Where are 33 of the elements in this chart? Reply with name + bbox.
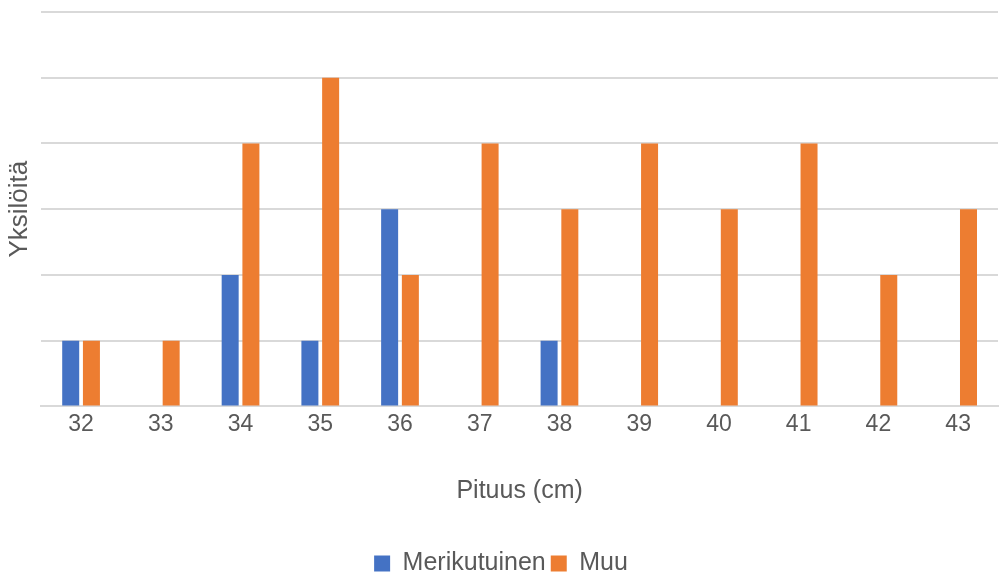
bar — [401, 274, 419, 406]
bar — [381, 209, 399, 406]
x-tick-label: 41 — [785, 409, 812, 436]
bar — [540, 340, 558, 406]
x-tick-label: 39 — [626, 409, 652, 436]
x-tick-label: 34 — [227, 409, 254, 436]
x-tick-label: 35 — [307, 409, 334, 436]
bar — [221, 274, 239, 406]
legend-label: Merikutuinen — [402, 547, 546, 576]
x-tick-label: 43 — [945, 409, 971, 436]
bar — [62, 340, 80, 406]
bar — [641, 143, 659, 406]
y-axis-title: Yksilöitä — [2, 160, 33, 258]
bar — [242, 143, 260, 406]
bar — [800, 143, 818, 406]
bar — [481, 143, 499, 406]
x-tick-label: 33 — [148, 409, 174, 436]
bar — [162, 340, 180, 406]
bar — [322, 77, 340, 406]
bar — [880, 274, 898, 406]
x-axis-title: Pituus (cm) — [456, 474, 583, 503]
legend-label: Muu — [579, 547, 628, 576]
x-tick-label: 40 — [706, 409, 732, 436]
bar — [301, 340, 319, 406]
bar — [82, 340, 100, 406]
x-tick-label: 42 — [865, 409, 892, 436]
x-tick-label: 37 — [466, 409, 493, 436]
x-tick-label: 36 — [387, 409, 413, 436]
bar — [960, 209, 977, 406]
x-tick-label: 32 — [68, 409, 94, 436]
x-tick-label: 38 — [546, 409, 573, 436]
bar — [561, 209, 579, 406]
bar — [720, 209, 738, 406]
